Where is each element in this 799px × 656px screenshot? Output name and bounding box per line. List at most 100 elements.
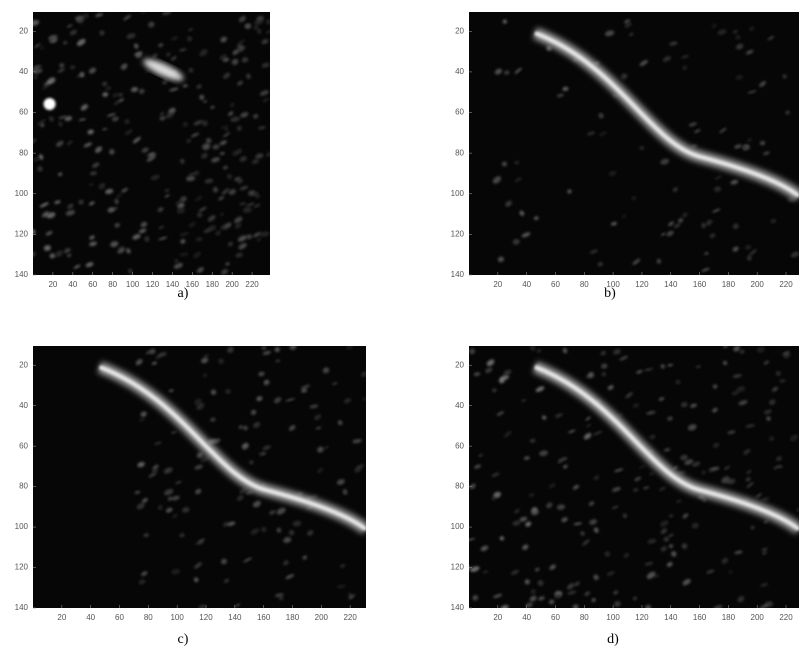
x-tick-label: 160 [693, 280, 707, 289]
texture-spot [252, 191, 259, 197]
texture-spot [237, 39, 245, 46]
texture-spot [567, 583, 575, 590]
texture-spot [713, 186, 722, 192]
texture-spot [470, 566, 480, 572]
texture-spot [112, 116, 118, 120]
texture-spot [33, 138, 37, 145]
texture-spot [196, 451, 204, 459]
texture-spot [332, 382, 338, 385]
bright-ridge-core [534, 365, 799, 531]
texture-spot [85, 262, 94, 268]
y-tick-label: 120 [451, 229, 465, 238]
texture-spot [694, 129, 701, 133]
texture-spot [530, 589, 536, 595]
x-tick-label: 220 [245, 280, 259, 289]
texture-spot [275, 359, 281, 363]
texture-spot [210, 105, 215, 110]
texture-spot [474, 464, 482, 469]
texture-spot [770, 219, 777, 224]
texture-spot [533, 216, 539, 221]
texture-spot [77, 17, 85, 24]
x-tick-label: 200 [315, 613, 329, 622]
x-tick-label: 200 [225, 280, 239, 289]
texture-spot [251, 159, 259, 164]
texture-spot [263, 379, 270, 385]
texture-spot [256, 396, 263, 402]
x-tick-label: 80 [144, 613, 153, 622]
texture-spot [782, 351, 790, 356]
texture-spot [112, 92, 119, 98]
texture-spot [132, 136, 141, 144]
texture-spot [191, 132, 200, 138]
texture-spot [348, 593, 353, 599]
texture-spot [152, 53, 158, 58]
texture-spot [89, 241, 97, 247]
texture-spot [542, 415, 547, 420]
texture-spot [123, 14, 132, 21]
texture-spot [342, 488, 348, 495]
texture-spot [246, 234, 253, 240]
texture-spot [613, 349, 621, 355]
texture-spot [235, 252, 244, 258]
texture-spot [58, 115, 67, 119]
y-tick-label: 120 [15, 229, 29, 238]
texture-spot [778, 465, 783, 469]
texture-spot [669, 41, 678, 46]
texture-spot [222, 132, 231, 138]
texture-spot [713, 605, 723, 608]
x-tick-label: 100 [126, 280, 140, 289]
texture-spot [182, 84, 188, 88]
texture-spot [205, 137, 212, 144]
texture-spot [179, 232, 190, 236]
texture-spot [502, 19, 507, 24]
texture-spot [223, 72, 231, 79]
texture-spot [180, 158, 185, 164]
texture-spot [196, 84, 202, 89]
bright-ridge-core [98, 365, 366, 531]
y-tick-label: 20 [455, 26, 464, 35]
texture-spot [261, 62, 270, 68]
texture-spot [43, 245, 51, 251]
y-tick-label: 140 [451, 270, 465, 279]
texture-spot [256, 28, 262, 34]
texture-spot [750, 525, 755, 530]
texture-spot [491, 472, 500, 478]
texture-spot [66, 24, 73, 28]
texture-spot [262, 97, 269, 103]
x-tick-label: 20 [48, 280, 57, 289]
texture-spot [201, 152, 208, 159]
texture-spot [607, 385, 614, 391]
texture-spot [195, 541, 205, 545]
texture-spot [144, 70, 150, 73]
texture-spot [500, 605, 509, 608]
texture-spot [180, 238, 186, 244]
texture-spot [660, 364, 665, 369]
texture-spot [646, 410, 656, 415]
texture-spot [195, 195, 203, 202]
x-tick-label: 60 [551, 613, 560, 622]
texture-spot [749, 26, 755, 31]
texture-spot [33, 75, 38, 80]
texture-spot [632, 258, 641, 265]
texture-spot [276, 527, 282, 533]
texture-spot [89, 183, 94, 186]
texture-spot [782, 74, 787, 79]
x-tick-label: 220 [779, 280, 793, 289]
texture-spot [742, 145, 749, 151]
texture-spot [235, 148, 243, 155]
texture-spot [589, 249, 598, 254]
x-tick-label: 180 [206, 280, 220, 289]
texture-spot [302, 555, 308, 560]
texture-spot [691, 522, 699, 529]
texture-spot [238, 15, 246, 23]
texture-spot [283, 560, 289, 566]
texture-spot [102, 92, 109, 97]
texture-spot [228, 188, 237, 195]
texture-spot [158, 43, 164, 48]
texture-spot [37, 165, 43, 172]
texture-spot [228, 111, 234, 117]
texture-spot [154, 441, 162, 445]
texture-spot [117, 247, 125, 254]
texture-spot [157, 352, 167, 357]
texture-spot [261, 526, 267, 533]
